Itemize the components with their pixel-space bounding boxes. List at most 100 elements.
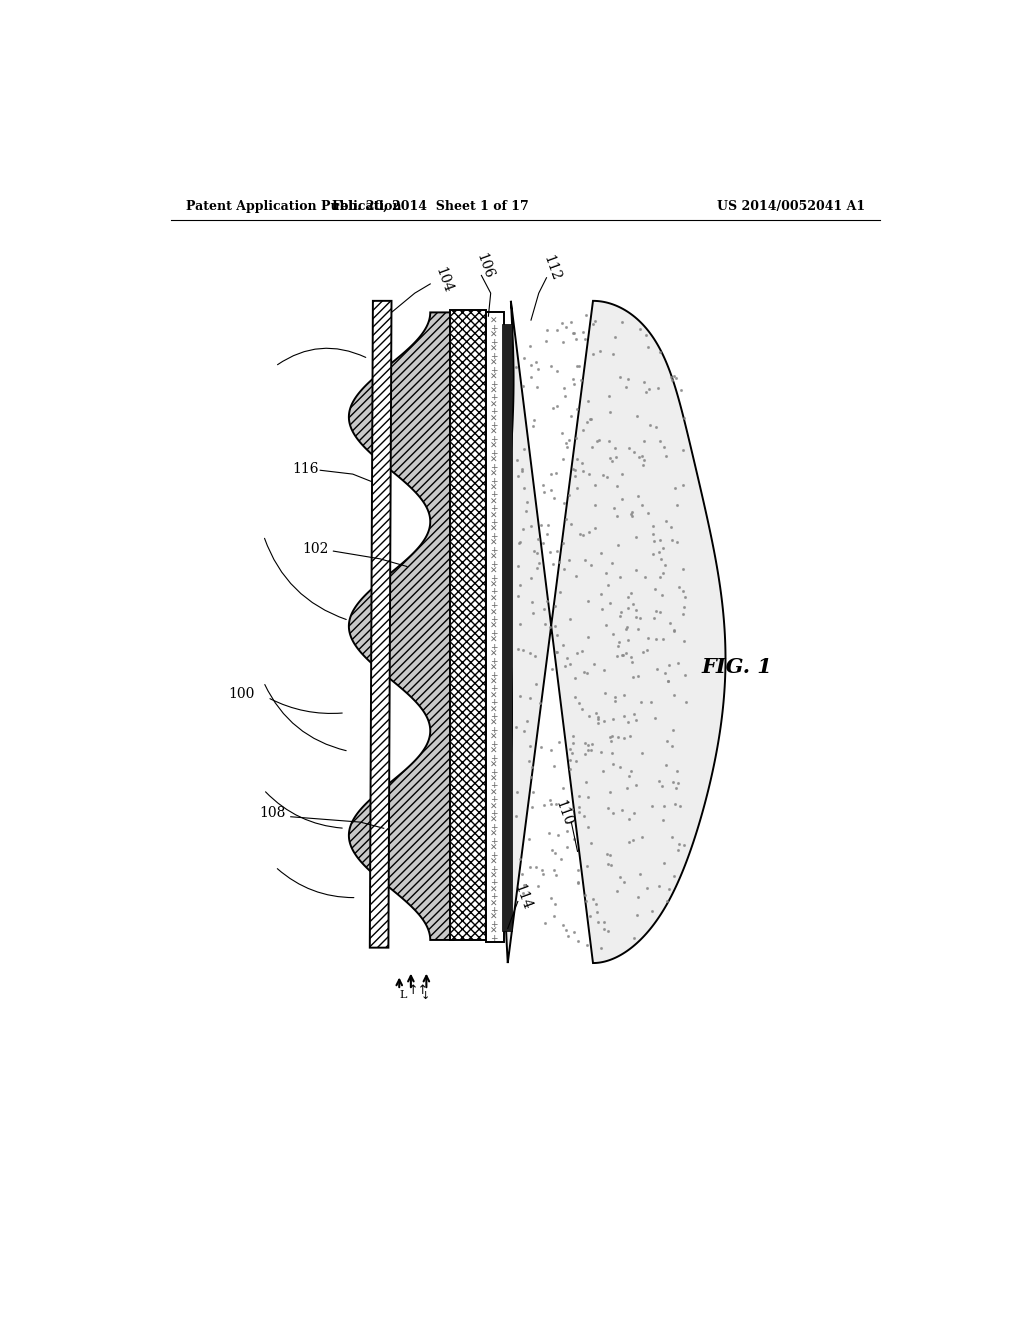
Text: ✕: ✕ xyxy=(490,927,498,936)
Point xyxy=(548,865,564,886)
Point xyxy=(632,318,648,339)
Text: +: + xyxy=(490,325,498,333)
Text: 112: 112 xyxy=(541,253,562,284)
Point xyxy=(645,544,662,565)
Text: ✕: ✕ xyxy=(490,331,498,341)
Text: +: + xyxy=(490,519,498,527)
Point xyxy=(653,775,670,796)
Point xyxy=(546,756,562,777)
Point xyxy=(621,630,637,651)
Point xyxy=(600,574,616,595)
Point xyxy=(590,709,606,730)
Text: ✕: ✕ xyxy=(490,414,498,424)
Point xyxy=(585,888,601,909)
Point xyxy=(578,733,594,754)
Point xyxy=(565,921,582,942)
Text: +: + xyxy=(490,546,498,554)
Text: +: + xyxy=(490,768,498,776)
Text: 100: 100 xyxy=(228,686,255,701)
Point xyxy=(515,882,531,903)
Point xyxy=(535,863,551,884)
Point xyxy=(570,871,587,892)
Point xyxy=(611,367,628,388)
Point xyxy=(628,775,644,796)
Point xyxy=(612,602,629,623)
Point xyxy=(606,686,623,708)
Point xyxy=(610,727,627,748)
Text: ✕: ✕ xyxy=(490,553,498,562)
Text: ✕: ✕ xyxy=(490,760,498,770)
Point xyxy=(609,506,626,527)
Point xyxy=(587,310,603,331)
Point xyxy=(561,738,578,759)
Point xyxy=(590,706,606,727)
Point xyxy=(664,826,680,847)
Point xyxy=(543,739,559,760)
Point xyxy=(597,682,613,704)
Point xyxy=(555,331,571,352)
Point xyxy=(562,513,579,535)
Point xyxy=(517,500,534,521)
Point xyxy=(579,412,595,433)
Point xyxy=(530,552,547,573)
Point xyxy=(653,585,670,606)
Point xyxy=(669,760,685,781)
Point xyxy=(512,614,528,635)
Point xyxy=(512,685,528,706)
Point xyxy=(559,821,575,842)
Point xyxy=(634,742,650,763)
Text: ✕: ✕ xyxy=(490,705,498,714)
Point xyxy=(510,585,526,606)
Point xyxy=(603,730,620,751)
Point xyxy=(604,451,621,473)
Point xyxy=(634,826,650,847)
Point xyxy=(675,603,691,624)
Point xyxy=(529,875,546,896)
Point xyxy=(665,529,681,550)
Point xyxy=(637,381,653,403)
Point xyxy=(647,601,664,622)
Point xyxy=(628,606,644,627)
Point xyxy=(567,428,584,449)
Point xyxy=(565,733,582,754)
Polygon shape xyxy=(370,301,391,948)
Point xyxy=(622,809,638,830)
Point xyxy=(578,884,594,906)
Point xyxy=(615,684,632,705)
Point xyxy=(624,651,640,672)
Point xyxy=(510,466,526,487)
Text: ✕: ✕ xyxy=(490,442,498,451)
Point xyxy=(549,540,565,561)
Point xyxy=(519,492,536,513)
Point xyxy=(566,667,583,688)
Text: +: + xyxy=(490,615,498,624)
Point xyxy=(647,628,664,649)
Point xyxy=(585,343,601,364)
Point xyxy=(635,642,651,663)
Point xyxy=(515,519,531,540)
Point xyxy=(552,581,568,602)
Point xyxy=(663,366,679,387)
Point xyxy=(522,515,539,536)
Text: Patent Application Publication: Patent Application Publication xyxy=(186,199,401,213)
Text: 110: 110 xyxy=(553,799,574,828)
Point xyxy=(542,789,558,810)
Text: +: + xyxy=(490,574,498,582)
Point xyxy=(523,366,540,387)
Point xyxy=(596,912,612,933)
Point xyxy=(581,705,597,726)
Point xyxy=(617,618,634,639)
Point xyxy=(609,475,626,496)
Point xyxy=(667,478,683,499)
Point xyxy=(657,754,674,775)
Point xyxy=(565,322,582,343)
Point xyxy=(580,590,596,611)
Point xyxy=(658,731,675,752)
Point xyxy=(589,902,605,923)
Point xyxy=(569,478,586,499)
Point xyxy=(528,857,545,878)
Point xyxy=(640,503,656,524)
Point xyxy=(602,843,618,865)
Text: ✕: ✕ xyxy=(490,664,498,673)
Point xyxy=(605,803,622,824)
